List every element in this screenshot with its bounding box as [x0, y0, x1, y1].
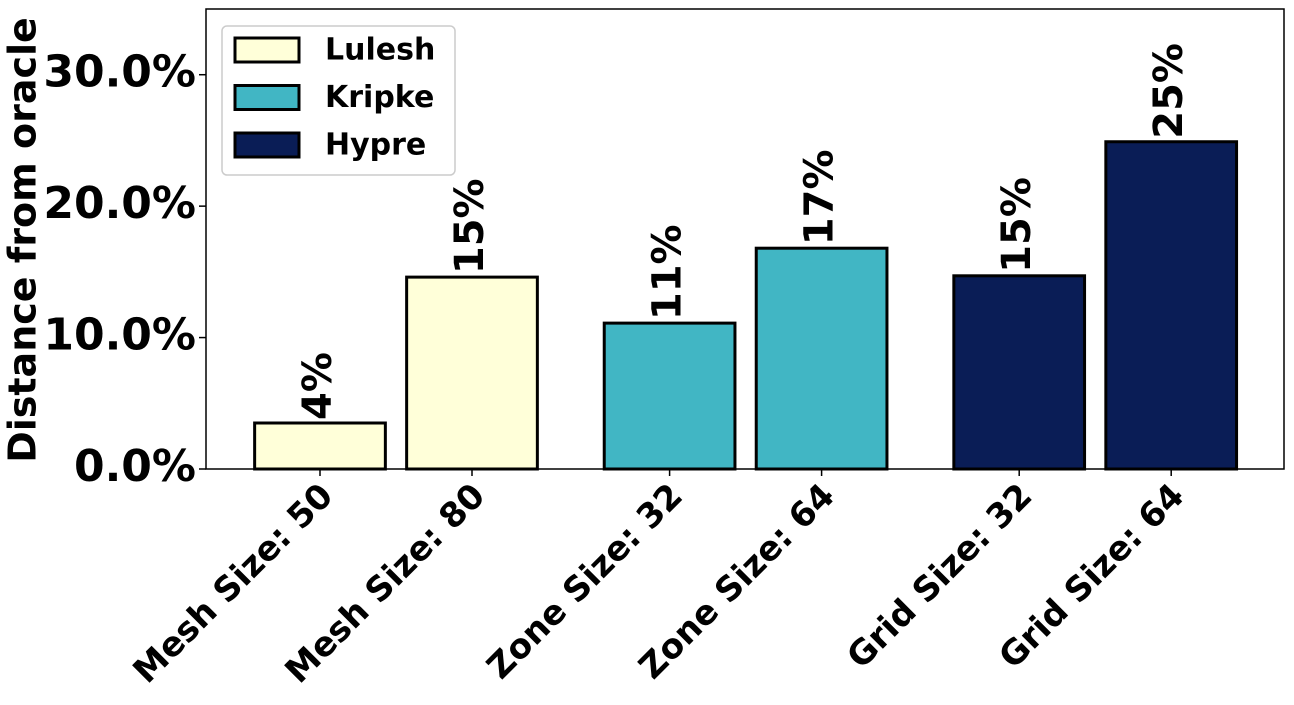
legend-label: Hypre [325, 128, 426, 163]
plot-frame [205, 8, 1285, 470]
value-label: 15% [447, 178, 493, 274]
bar [602, 321, 737, 471]
bar [754, 246, 889, 471]
y-tick-label: 30.0% [43, 47, 196, 98]
legend-swatch [233, 36, 301, 64]
bar [405, 275, 539, 471]
value-label: 15% [994, 177, 1040, 273]
y-tick-label: 20.0% [43, 178, 196, 229]
bar [952, 274, 1087, 471]
y-tick-label: 0.0% [74, 441, 196, 492]
legend-label: Kripke [325, 80, 434, 115]
value-label: 11% [645, 224, 691, 320]
bar [253, 421, 387, 471]
legend-swatch [233, 84, 301, 111]
value-label: 25% [1146, 43, 1192, 139]
legend-swatch [233, 131, 301, 159]
value-label: 17% [797, 149, 843, 245]
legend: Lulesh Kripke Hypre [221, 25, 456, 176]
bar [1104, 140, 1239, 471]
value-label: 4% [295, 352, 341, 420]
y-axis-label: Distance from oracle [1, 17, 45, 463]
y-tick-label: 10.0% [43, 310, 196, 361]
legend-label: Lulesh [325, 33, 435, 68]
